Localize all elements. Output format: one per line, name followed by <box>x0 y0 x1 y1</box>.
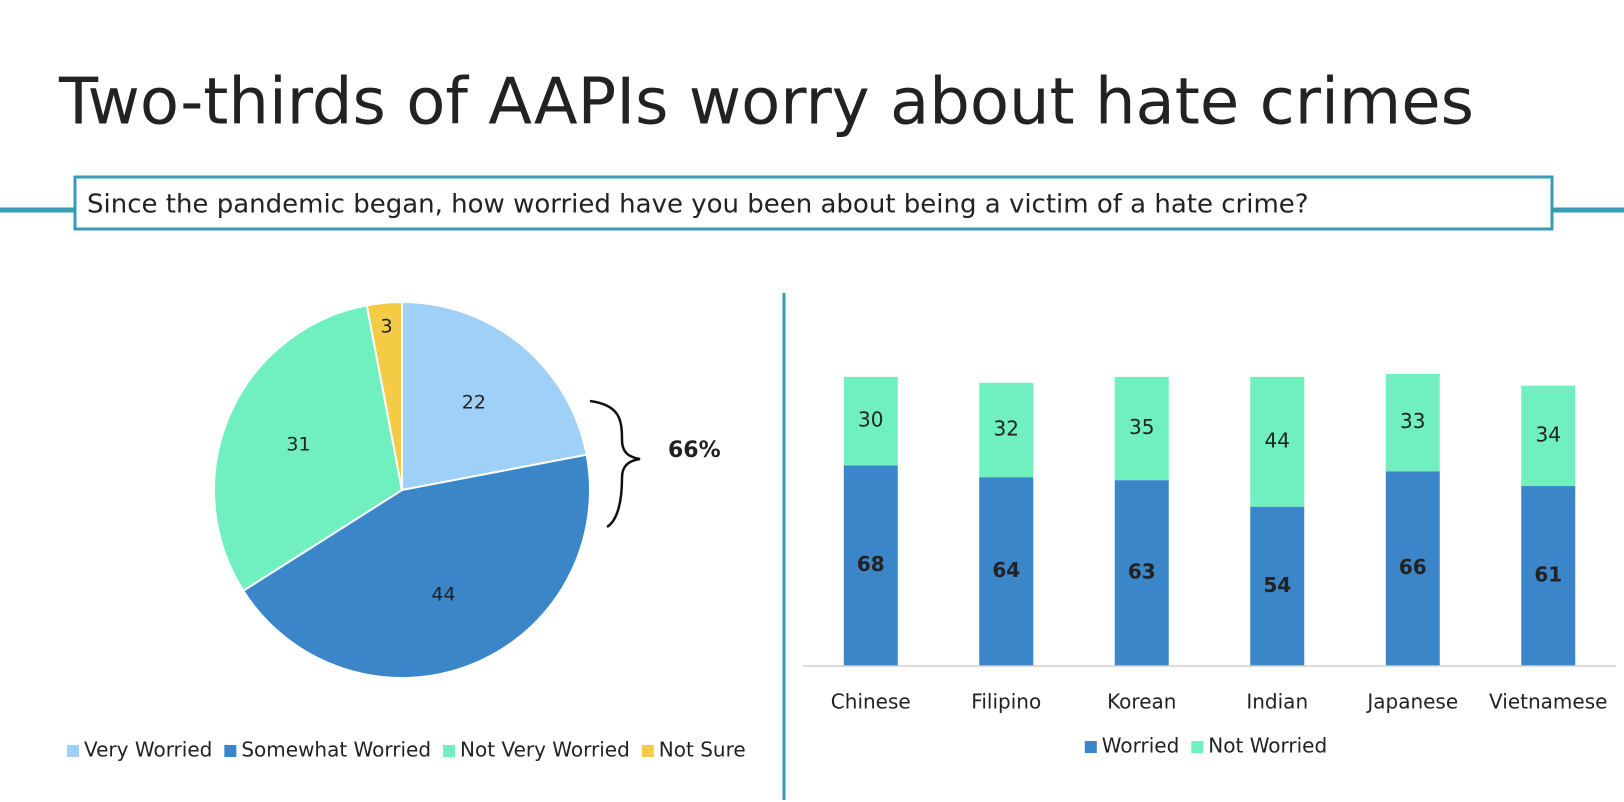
pie-slice <box>401 300 588 492</box>
x-tick-label: Indian <box>1246 690 1308 714</box>
slice-label: 3 <box>381 316 393 338</box>
slice-label: 31 <box>286 434 310 456</box>
slide-title: Two-thirds of AAPIs worry about hate cri… <box>58 66 1474 140</box>
bar-value-label: 35 <box>1129 415 1154 439</box>
question-text: Since the pandemic began, how worried ha… <box>87 190 1309 220</box>
bar-value-label: 61 <box>1534 563 1562 587</box>
bar-segment <box>1250 376 1305 507</box>
bar-segment <box>1114 376 1169 481</box>
annotation: 66% <box>668 438 721 463</box>
bar-value-label: 33 <box>1400 409 1425 433</box>
bar-segment <box>979 477 1034 666</box>
slice-label: 22 <box>462 392 486 414</box>
legend-label: Very Worried <box>84 738 212 762</box>
bar-value-label: 34 <box>1536 422 1561 446</box>
pie-slice <box>213 304 404 593</box>
bar-segment <box>843 376 898 466</box>
legend-label: Not Sure <box>659 738 746 762</box>
bar-segment <box>1250 506 1305 666</box>
legend-swatch <box>443 745 456 757</box>
legend-swatch <box>67 745 79 757</box>
bar-segment <box>1521 385 1576 487</box>
x-tick-label: Japanese <box>1365 690 1458 714</box>
brace <box>589 399 641 529</box>
bar-value-label: 30 <box>858 408 883 432</box>
legend-swatch <box>224 745 237 757</box>
bar-segment <box>843 465 898 666</box>
bar-segment <box>1385 471 1440 666</box>
legend-label: Somewhat Worried <box>241 738 431 762</box>
x-tick-label: Korean <box>1107 690 1176 714</box>
bar-value-label: 54 <box>1263 573 1291 597</box>
legend-label: Worried <box>1102 734 1180 758</box>
x-tick-label: Vietnamese <box>1489 690 1607 714</box>
x-tick-label: Filipino <box>971 690 1041 714</box>
bar-segment <box>1385 373 1440 472</box>
legend-label: Not Worried <box>1208 734 1327 758</box>
question-box <box>73 175 1554 231</box>
bar-value-label: 64 <box>992 558 1020 582</box>
bar-value-label: 32 <box>994 417 1019 441</box>
pie-slice <box>365 300 403 491</box>
bar-value-label: 63 <box>1128 560 1156 584</box>
legend-swatch <box>1191 741 1204 753</box>
bar-value-label: 66 <box>1399 555 1427 579</box>
bar-value-label: 44 <box>1265 428 1290 452</box>
pie-slice <box>241 453 591 679</box>
x-tick-label: Chinese <box>831 690 911 714</box>
legend-swatch <box>641 745 654 757</box>
bar-value-label: 68 <box>857 552 885 576</box>
legend-swatch <box>1084 741 1097 753</box>
legend-label: Not Very Worried <box>460 738 630 762</box>
bar-segment <box>979 382 1034 478</box>
slice-label: 44 <box>431 583 455 605</box>
bar-segment <box>1114 480 1169 666</box>
bar-segment <box>1521 486 1576 666</box>
